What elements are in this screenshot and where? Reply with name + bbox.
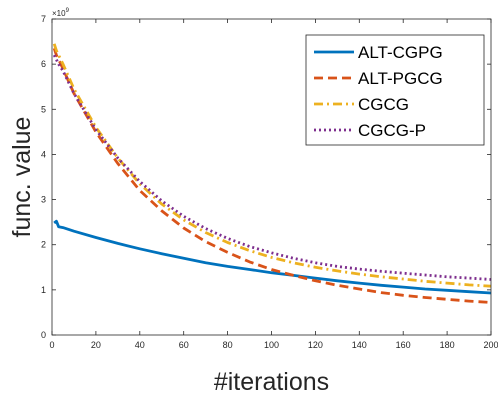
x-tick-label: 180 [440, 340, 455, 350]
x-axis-label: #iterations [214, 368, 329, 396]
legend-label: ALT-PGCG [358, 69, 443, 88]
y-tick-label: 7 [41, 14, 46, 24]
legend-label: ALT-CGPG [358, 43, 443, 62]
x-tick-label: 120 [308, 340, 323, 350]
y-tick-label: 5 [41, 104, 46, 114]
x-tick-label: 20 [91, 340, 101, 350]
legend-label: CGCG-P [358, 121, 426, 140]
x-tick-label: 100 [264, 340, 279, 350]
exponent-base: ×10 [52, 9, 66, 18]
axis-ticks: 0 20 40 60 80 100 120 140 160 180 200 0 1 2 3 4 5 6 7 [41, 14, 498, 350]
exponent-power: 9 [66, 8, 70, 14]
legend-label: CGCG [358, 95, 409, 114]
x-tick-label: 0 [49, 340, 54, 350]
y-axis-exponent: ×109 [52, 8, 70, 18]
x-tick-label: 200 [483, 340, 498, 350]
series-layer [52, 43, 492, 304]
y-tick-label: 3 [41, 195, 46, 205]
legend: ALT-CGPG ALT-PGCG CGCG CGCG-P [305, 34, 485, 146]
series-line-cgcg-p [52, 54, 492, 281]
x-tick-label: 40 [135, 340, 145, 350]
y-tick-label: 6 [41, 59, 46, 69]
series-line-alt-cgpg [53, 219, 492, 295]
y-tick-label: 4 [41, 149, 46, 159]
y-tick-label: 2 [41, 240, 46, 250]
x-tick-label: 80 [223, 340, 233, 350]
x-tick-label: 60 [179, 340, 189, 350]
y-axis-label: func. value [8, 117, 36, 238]
x-tick-label: 140 [352, 340, 367, 350]
series-line-alt-pgcg [52, 47, 492, 304]
series-line-cgcg [52, 43, 492, 288]
y-tick-label: 1 [41, 285, 46, 295]
y-tick-label: 0 [41, 330, 46, 340]
x-tick-label: 160 [396, 340, 411, 350]
